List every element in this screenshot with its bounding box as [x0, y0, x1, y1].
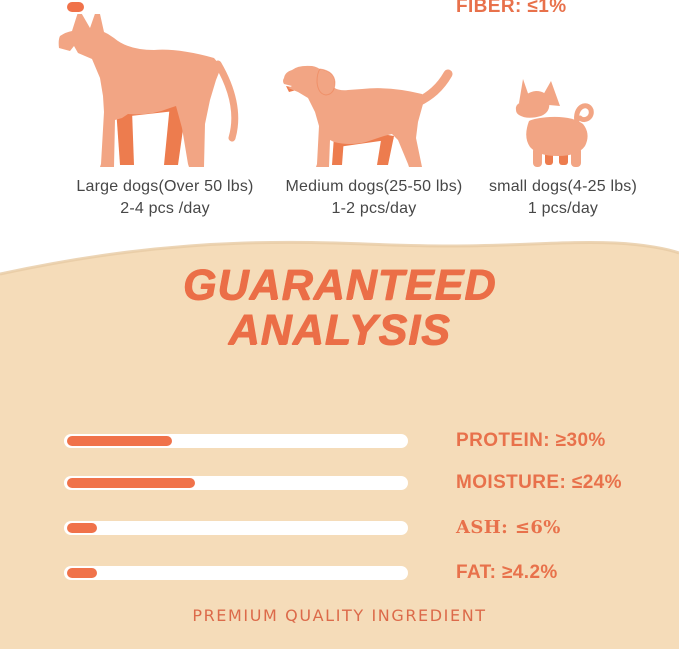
footer-tagline: PREMIUM QUALITY INGREDIENT — [192, 606, 487, 625]
nutrient-row-fat: FAT: ≥4.2% — [0, 562, 679, 586]
small-dog-illustration — [515, 79, 594, 167]
medium-dog-illustration — [283, 65, 453, 167]
nutrient-row-moisture: MOISTURE: ≤24% — [0, 472, 679, 496]
section-title-line2: ANALYSIS — [228, 306, 451, 354]
moisture-bar-track — [64, 476, 408, 490]
fat-bar-fill — [67, 568, 98, 578]
small-dog-amount: 1 pcs/day — [527, 200, 599, 217]
ash-value-label: ASH: ≤6% — [456, 517, 561, 538]
large-dog-caption: Large dogs(Over 50 lbs) 2-4 pcs /day — [53, 176, 277, 220]
small-dog-caption: small dogs(4-25 lbs) 1 pcs/day — [451, 176, 675, 220]
nutrient-row-protein: PROTEIN: ≥30% — [0, 430, 679, 454]
ash-bar-track — [64, 521, 408, 535]
fiber-value-label: FIBER: ≤1% — [456, 0, 567, 17]
nutrient-row-fiber: FIBER: ≤1% — [0, 0, 679, 20]
moisture-bar-fill — [67, 478, 196, 488]
small-dog-size-label: small dogs(4-25 lbs) — [488, 178, 638, 195]
fiber-bar-fill — [67, 2, 84, 12]
large-dog-size-label: Large dogs(Over 50 lbs) — [76, 178, 254, 195]
protein-bar-fill — [67, 436, 172, 446]
medium-dog-caption: Medium dogs(25-50 lbs) 1-2 pcs/day — [262, 176, 486, 220]
medium-dog-size-label: Medium dogs(25-50 lbs) — [285, 178, 463, 195]
large-dog-illustration — [58, 5, 239, 167]
large-dog-amount: 2-4 pcs /day — [120, 200, 210, 217]
protein-value-label: PROTEIN: ≥30% — [456, 430, 606, 451]
moisture-value-label: MOISTURE: ≤24% — [456, 472, 622, 493]
section-title-line1: GUARANTEED — [182, 261, 497, 309]
protein-bar-track — [64, 434, 408, 448]
fiber-bar-track — [64, 0, 408, 14]
ash-bar-fill — [67, 523, 98, 533]
section-title: GUARANTEED ANALYSIS — [0, 263, 679, 353]
fat-bar-track — [64, 566, 408, 580]
nutrient-row-ash: ASH: ≤6% — [0, 517, 679, 541]
fat-value-label: FAT: ≥4.2% — [456, 562, 558, 583]
medium-dog-amount: 1-2 pcs/day — [331, 200, 417, 217]
